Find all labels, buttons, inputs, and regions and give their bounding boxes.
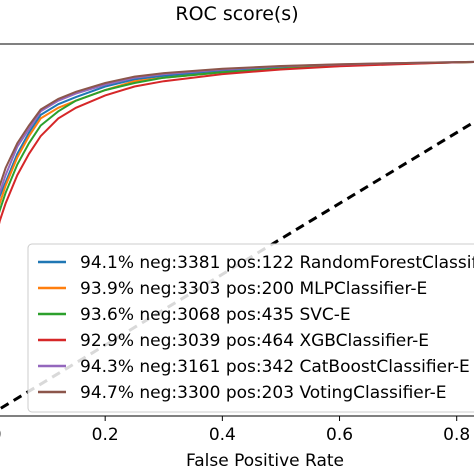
legend-entry-4: 94.3% neg:3161 pos:342 CatBoostClassifie… xyxy=(80,357,470,377)
legend-box xyxy=(27,243,474,413)
legend-entry-5: 94.7% neg:3300 pos:203 VotingClassifier-… xyxy=(80,383,447,403)
x-axis-label: False Positive Rate xyxy=(186,451,344,471)
roc-curve-5 xyxy=(0,60,474,188)
legend-entry-2: 93.6% neg:3068 pos:435 SVC-E xyxy=(80,305,351,325)
x-tick-label: 0.0 xyxy=(0,425,2,445)
x-tick-label: 0.8 xyxy=(443,425,470,445)
chart-title: ROC score(s) xyxy=(175,3,298,25)
x-tick-label: 0.4 xyxy=(209,425,236,445)
legend-entry-0: 94.1% neg:3381 pos:122 RandomForestClass… xyxy=(80,253,474,273)
roc-curve-3 xyxy=(0,60,474,225)
legend-entry-3: 92.9% neg:3039 pos:464 XGBClassifier-E xyxy=(80,331,429,351)
x-tick-label: 0.2 xyxy=(92,425,119,445)
legend-entry-1: 93.9% neg:3303 pos:200 MLPClassifier-E xyxy=(80,279,427,299)
x-tick-label: 0.6 xyxy=(326,425,353,445)
plot-area-frame xyxy=(0,43,474,417)
